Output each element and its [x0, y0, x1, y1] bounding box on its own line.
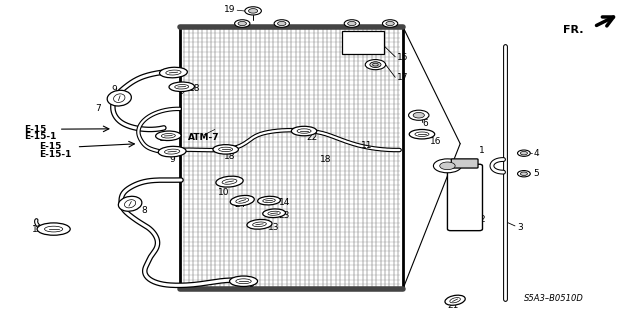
Text: FR.: FR.	[563, 25, 584, 35]
Text: 3: 3	[518, 223, 524, 232]
Text: 5: 5	[534, 169, 540, 178]
Text: 19: 19	[225, 5, 236, 14]
Ellipse shape	[107, 90, 131, 106]
Text: E-15: E-15	[24, 125, 46, 134]
Circle shape	[344, 20, 360, 27]
Text: E-15: E-15	[40, 142, 62, 151]
Ellipse shape	[37, 223, 70, 235]
Circle shape	[518, 150, 531, 156]
Text: 18: 18	[320, 155, 332, 164]
Ellipse shape	[156, 131, 181, 141]
Text: ATM-7: ATM-7	[188, 133, 219, 143]
Circle shape	[386, 21, 394, 26]
Circle shape	[248, 9, 258, 13]
Text: 24: 24	[234, 200, 245, 209]
Text: 9: 9	[179, 87, 184, 96]
Text: 18: 18	[159, 134, 171, 143]
Ellipse shape	[158, 146, 186, 157]
Ellipse shape	[236, 198, 249, 203]
FancyBboxPatch shape	[451, 159, 478, 168]
Ellipse shape	[222, 179, 237, 184]
Text: 18: 18	[224, 152, 236, 161]
Ellipse shape	[409, 130, 435, 139]
Text: 8: 8	[141, 206, 147, 215]
Circle shape	[520, 152, 527, 155]
Ellipse shape	[219, 147, 233, 152]
Circle shape	[371, 62, 381, 67]
Ellipse shape	[113, 94, 125, 102]
FancyBboxPatch shape	[342, 32, 384, 54]
Ellipse shape	[166, 70, 181, 75]
Ellipse shape	[236, 279, 252, 284]
Text: 6: 6	[422, 119, 428, 128]
Circle shape	[433, 159, 461, 173]
Ellipse shape	[253, 222, 266, 226]
Ellipse shape	[125, 200, 136, 208]
Ellipse shape	[213, 145, 239, 154]
Text: 20: 20	[457, 169, 468, 178]
Text: 17: 17	[396, 73, 408, 82]
Circle shape	[518, 171, 531, 177]
Circle shape	[365, 60, 386, 70]
Ellipse shape	[297, 129, 311, 133]
Ellipse shape	[268, 211, 280, 215]
Circle shape	[383, 20, 397, 27]
Circle shape	[408, 110, 429, 120]
Text: 1: 1	[479, 145, 485, 154]
Circle shape	[235, 20, 250, 27]
Circle shape	[440, 162, 455, 170]
Text: 22: 22	[306, 133, 317, 143]
Circle shape	[413, 112, 424, 118]
Text: 23: 23	[278, 211, 290, 220]
Text: 12: 12	[32, 225, 44, 234]
Text: 15: 15	[396, 53, 408, 62]
Text: 7: 7	[96, 104, 102, 113]
Circle shape	[274, 20, 289, 27]
Text: 18: 18	[189, 84, 201, 93]
Circle shape	[245, 7, 261, 15]
Ellipse shape	[247, 219, 272, 229]
Text: 10: 10	[218, 188, 230, 197]
Text: E-15-1: E-15-1	[24, 132, 56, 141]
Ellipse shape	[291, 126, 317, 136]
Ellipse shape	[445, 295, 465, 305]
Circle shape	[348, 21, 356, 26]
Text: 4: 4	[534, 149, 539, 158]
Ellipse shape	[258, 196, 280, 205]
Text: 9: 9	[169, 155, 175, 164]
Text: 16: 16	[429, 137, 441, 146]
Text: 14: 14	[278, 198, 290, 207]
Circle shape	[238, 21, 246, 26]
Text: 9: 9	[111, 85, 116, 94]
Ellipse shape	[216, 176, 243, 187]
Ellipse shape	[169, 82, 195, 92]
Text: S5A3–B0510D: S5A3–B0510D	[524, 294, 584, 303]
Text: 2: 2	[479, 215, 485, 224]
Ellipse shape	[263, 198, 275, 203]
Ellipse shape	[450, 298, 460, 303]
Circle shape	[278, 21, 286, 26]
Ellipse shape	[263, 209, 285, 218]
Text: 9: 9	[248, 280, 253, 289]
Ellipse shape	[164, 149, 180, 154]
Circle shape	[372, 63, 378, 66]
Ellipse shape	[230, 276, 257, 286]
Text: 13: 13	[268, 223, 279, 232]
Ellipse shape	[415, 132, 429, 137]
Ellipse shape	[230, 196, 254, 206]
Text: 11: 11	[362, 141, 373, 150]
Ellipse shape	[118, 196, 142, 211]
Ellipse shape	[159, 67, 188, 78]
Ellipse shape	[161, 134, 175, 138]
Circle shape	[370, 62, 381, 67]
FancyBboxPatch shape	[447, 164, 483, 231]
Ellipse shape	[175, 85, 189, 89]
Ellipse shape	[45, 226, 63, 232]
Circle shape	[520, 172, 527, 175]
Text: E-15-1: E-15-1	[40, 150, 72, 159]
Text: 21: 21	[447, 301, 459, 310]
